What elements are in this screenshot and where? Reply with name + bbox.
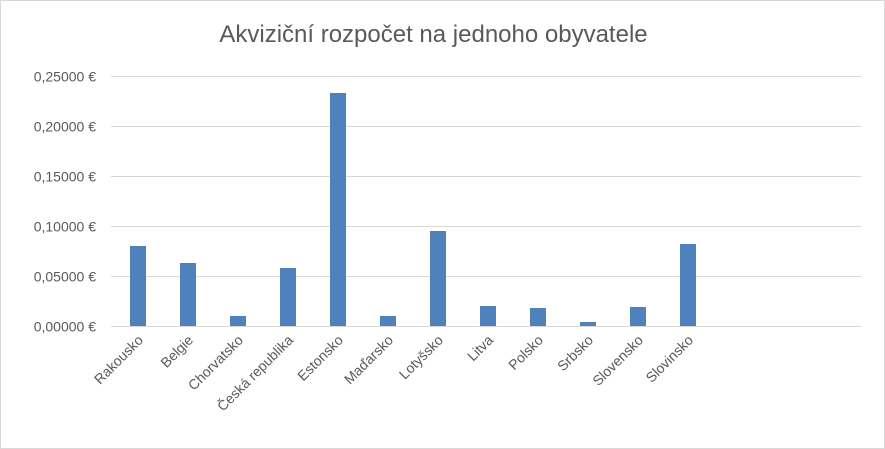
gridlines xyxy=(111,76,861,327)
x-tick-label: Lotyšsko xyxy=(396,332,447,383)
y-tick-label: 0,15000 € xyxy=(34,169,96,185)
y-tick-label: 0,20000 € xyxy=(34,119,96,135)
y-axis-ticks: 0,00000 € 0,05000 € 0,10000 € 0,15000 € 0,20… xyxy=(34,69,96,335)
bar-7 xyxy=(480,306,496,326)
bar-9 xyxy=(580,322,596,326)
x-tick-label: Rakousko xyxy=(91,332,146,387)
bar-1 xyxy=(180,263,196,326)
x-tick-label: Slovensko xyxy=(589,332,646,389)
y-tick-label: 0,25000 € xyxy=(34,69,96,85)
bar-2 xyxy=(230,316,246,326)
y-tick-label: 0,10000 € xyxy=(34,219,96,235)
bar-0 xyxy=(130,246,146,326)
y-tick-label: 0,00000 € xyxy=(34,319,96,335)
y-tick-label: 0,05000 € xyxy=(34,269,96,285)
x-tick-label: Srbsko xyxy=(554,332,596,374)
x-tick-label: Slovinsko xyxy=(642,332,696,386)
bar-11 xyxy=(680,244,696,326)
bar-3 xyxy=(280,268,296,326)
x-tick-label: Estonsko xyxy=(294,332,346,384)
bar-4 xyxy=(330,93,346,326)
x-tick-label: Belgie xyxy=(157,332,196,371)
chart-title: Akviziční rozpočet na jednoho obyvatele xyxy=(219,21,648,48)
x-tick-label: Litva xyxy=(464,332,496,364)
x-tick-label: Maďarsko xyxy=(341,332,397,388)
x-tick-label: Polsko xyxy=(505,332,546,373)
bar-8 xyxy=(530,308,546,326)
bar-6 xyxy=(430,231,446,326)
bars xyxy=(130,93,696,326)
bar-5 xyxy=(380,316,396,326)
bar-10 xyxy=(630,307,646,326)
